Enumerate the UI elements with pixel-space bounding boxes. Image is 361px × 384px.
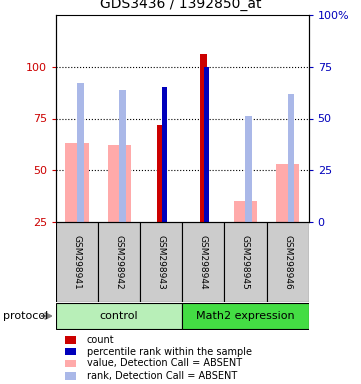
Text: percentile rank within the sample: percentile rank within the sample xyxy=(87,347,252,357)
Text: rank, Detection Call = ABSENT: rank, Detection Call = ABSENT xyxy=(87,371,237,381)
Bar xyxy=(182,303,309,329)
Bar xyxy=(182,222,225,302)
Text: GSM298941: GSM298941 xyxy=(73,235,82,290)
Bar xyxy=(56,303,182,329)
Text: protocol: protocol xyxy=(4,311,49,321)
Text: value, Detection Call = ABSENT: value, Detection Call = ABSENT xyxy=(87,359,242,369)
Text: GSM298942: GSM298942 xyxy=(115,235,123,289)
Bar xyxy=(157,125,165,222)
Text: GSM298943: GSM298943 xyxy=(157,235,166,290)
Bar xyxy=(204,67,209,222)
Bar xyxy=(65,348,76,355)
Bar xyxy=(56,222,98,302)
Bar xyxy=(162,88,167,222)
Bar xyxy=(245,116,252,222)
Bar xyxy=(65,143,88,222)
Bar xyxy=(288,94,294,222)
Text: GSM298945: GSM298945 xyxy=(241,235,250,290)
Text: GSM298946: GSM298946 xyxy=(283,235,292,290)
Bar xyxy=(140,222,182,302)
Bar xyxy=(276,164,299,222)
Text: GDS3436 / 1392850_at: GDS3436 / 1392850_at xyxy=(100,0,261,11)
Bar xyxy=(77,83,84,222)
Text: count: count xyxy=(87,335,114,345)
Bar xyxy=(200,54,207,222)
Bar xyxy=(119,89,126,222)
Bar xyxy=(225,222,266,302)
Text: GSM298944: GSM298944 xyxy=(199,235,208,289)
Bar xyxy=(108,146,131,222)
Text: Math2 expression: Math2 expression xyxy=(196,311,295,321)
Bar xyxy=(65,372,76,380)
Bar xyxy=(234,201,257,222)
Bar xyxy=(65,360,76,367)
Bar xyxy=(65,336,76,344)
Text: control: control xyxy=(100,311,138,321)
Bar xyxy=(266,222,309,302)
Bar xyxy=(98,222,140,302)
